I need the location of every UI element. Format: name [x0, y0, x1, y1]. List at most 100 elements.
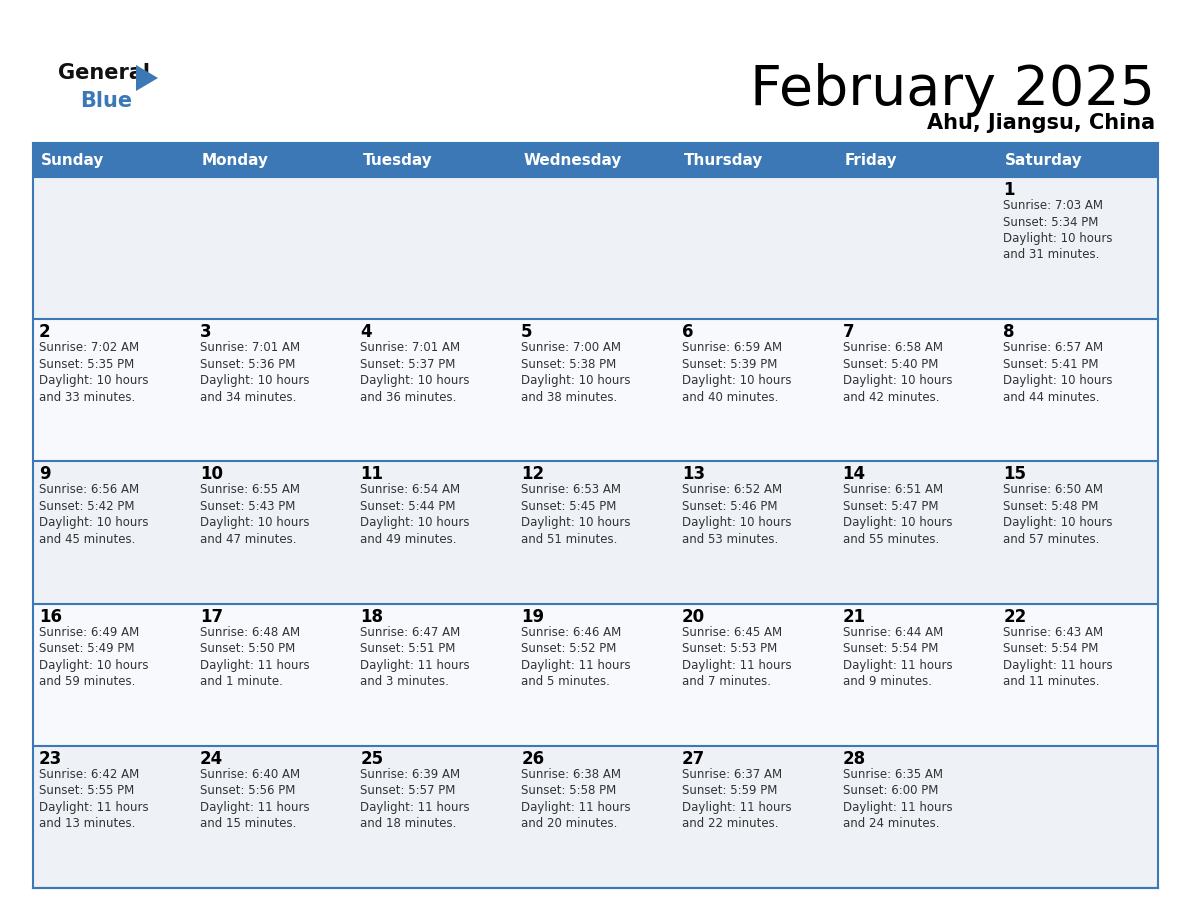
- Bar: [33, 319, 194, 462]
- Text: Sunrise: 6:47 AM
Sunset: 5:51 PM
Daylight: 11 hours
and 3 minutes.: Sunrise: 6:47 AM Sunset: 5:51 PM Dayligh…: [360, 625, 470, 688]
- Text: 24: 24: [200, 750, 223, 767]
- Bar: [516, 604, 676, 745]
- Text: Sunrise: 6:38 AM
Sunset: 5:58 PM
Daylight: 11 hours
and 20 minutes.: Sunrise: 6:38 AM Sunset: 5:58 PM Dayligh…: [522, 767, 631, 830]
- Text: 17: 17: [200, 608, 223, 625]
- Text: 1: 1: [1004, 181, 1015, 199]
- Bar: [997, 604, 1158, 745]
- Text: 14: 14: [842, 465, 866, 484]
- Text: 23: 23: [39, 750, 62, 767]
- Text: 8: 8: [1004, 323, 1015, 341]
- Text: Tuesday: Tuesday: [362, 152, 432, 167]
- Bar: [194, 745, 354, 888]
- Text: 5: 5: [522, 323, 532, 341]
- Text: 11: 11: [360, 465, 384, 484]
- Text: Sunrise: 6:50 AM
Sunset: 5:48 PM
Daylight: 10 hours
and 57 minutes.: Sunrise: 6:50 AM Sunset: 5:48 PM Dayligh…: [1004, 484, 1113, 546]
- Text: 21: 21: [842, 608, 866, 625]
- Bar: [836, 462, 997, 604]
- Bar: [354, 745, 516, 888]
- Text: Wednesday: Wednesday: [523, 152, 621, 167]
- Bar: [836, 319, 997, 462]
- Text: Sunrise: 6:58 AM
Sunset: 5:40 PM
Daylight: 10 hours
and 42 minutes.: Sunrise: 6:58 AM Sunset: 5:40 PM Dayligh…: [842, 341, 952, 404]
- Bar: [997, 319, 1158, 462]
- Bar: [354, 604, 516, 745]
- Text: 27: 27: [682, 750, 706, 767]
- Text: Sunrise: 6:35 AM
Sunset: 6:00 PM
Daylight: 11 hours
and 24 minutes.: Sunrise: 6:35 AM Sunset: 6:00 PM Dayligh…: [842, 767, 953, 830]
- Text: 6: 6: [682, 323, 694, 341]
- Text: 22: 22: [1004, 608, 1026, 625]
- Text: Sunrise: 6:42 AM
Sunset: 5:55 PM
Daylight: 11 hours
and 13 minutes.: Sunrise: 6:42 AM Sunset: 5:55 PM Dayligh…: [39, 767, 148, 830]
- Bar: [516, 745, 676, 888]
- Text: 20: 20: [682, 608, 704, 625]
- Bar: [354, 462, 516, 604]
- Text: General: General: [58, 63, 150, 83]
- Text: 16: 16: [39, 608, 62, 625]
- Text: 12: 12: [522, 465, 544, 484]
- Bar: [354, 177, 516, 319]
- Text: Sunrise: 6:57 AM
Sunset: 5:41 PM
Daylight: 10 hours
and 44 minutes.: Sunrise: 6:57 AM Sunset: 5:41 PM Dayligh…: [1004, 341, 1113, 404]
- Bar: [33, 462, 194, 604]
- Bar: [194, 604, 354, 745]
- Text: 2: 2: [39, 323, 51, 341]
- Bar: [836, 177, 997, 319]
- Text: Sunrise: 6:59 AM
Sunset: 5:39 PM
Daylight: 10 hours
and 40 minutes.: Sunrise: 6:59 AM Sunset: 5:39 PM Dayligh…: [682, 341, 791, 404]
- Text: 10: 10: [200, 465, 222, 484]
- Text: 9: 9: [39, 465, 51, 484]
- Text: Sunrise: 6:37 AM
Sunset: 5:59 PM
Daylight: 11 hours
and 22 minutes.: Sunrise: 6:37 AM Sunset: 5:59 PM Dayligh…: [682, 767, 791, 830]
- Text: 28: 28: [842, 750, 866, 767]
- Text: Saturday: Saturday: [1005, 152, 1083, 167]
- Text: Sunrise: 7:03 AM
Sunset: 5:34 PM
Daylight: 10 hours
and 31 minutes.: Sunrise: 7:03 AM Sunset: 5:34 PM Dayligh…: [1004, 199, 1113, 262]
- Text: 4: 4: [360, 323, 372, 341]
- Text: Sunrise: 6:53 AM
Sunset: 5:45 PM
Daylight: 10 hours
and 51 minutes.: Sunrise: 6:53 AM Sunset: 5:45 PM Dayligh…: [522, 484, 631, 546]
- Text: Sunrise: 6:54 AM
Sunset: 5:44 PM
Daylight: 10 hours
and 49 minutes.: Sunrise: 6:54 AM Sunset: 5:44 PM Dayligh…: [360, 484, 470, 546]
- Bar: [516, 462, 676, 604]
- Text: Sunday: Sunday: [42, 152, 105, 167]
- Text: Sunrise: 6:44 AM
Sunset: 5:54 PM
Daylight: 11 hours
and 9 minutes.: Sunrise: 6:44 AM Sunset: 5:54 PM Dayligh…: [842, 625, 953, 688]
- Bar: [836, 604, 997, 745]
- Bar: [997, 462, 1158, 604]
- Polygon shape: [135, 65, 158, 91]
- Bar: [194, 177, 354, 319]
- Bar: [33, 143, 1158, 177]
- Text: 13: 13: [682, 465, 704, 484]
- Text: 26: 26: [522, 750, 544, 767]
- Text: 7: 7: [842, 323, 854, 341]
- Bar: [676, 319, 836, 462]
- Text: Friday: Friday: [845, 152, 897, 167]
- Bar: [354, 319, 516, 462]
- Text: Sunrise: 6:48 AM
Sunset: 5:50 PM
Daylight: 11 hours
and 1 minute.: Sunrise: 6:48 AM Sunset: 5:50 PM Dayligh…: [200, 625, 309, 688]
- Bar: [997, 177, 1158, 319]
- Bar: [516, 319, 676, 462]
- Text: Sunrise: 6:40 AM
Sunset: 5:56 PM
Daylight: 11 hours
and 15 minutes.: Sunrise: 6:40 AM Sunset: 5:56 PM Dayligh…: [200, 767, 309, 830]
- Text: Sunrise: 6:55 AM
Sunset: 5:43 PM
Daylight: 10 hours
and 47 minutes.: Sunrise: 6:55 AM Sunset: 5:43 PM Dayligh…: [200, 484, 309, 546]
- Text: Sunrise: 6:45 AM
Sunset: 5:53 PM
Daylight: 11 hours
and 7 minutes.: Sunrise: 6:45 AM Sunset: 5:53 PM Dayligh…: [682, 625, 791, 688]
- Bar: [33, 745, 194, 888]
- Text: 3: 3: [200, 323, 211, 341]
- Text: Sunrise: 6:49 AM
Sunset: 5:49 PM
Daylight: 10 hours
and 59 minutes.: Sunrise: 6:49 AM Sunset: 5:49 PM Dayligh…: [39, 625, 148, 688]
- Bar: [33, 177, 194, 319]
- Text: Sunrise: 6:43 AM
Sunset: 5:54 PM
Daylight: 11 hours
and 11 minutes.: Sunrise: 6:43 AM Sunset: 5:54 PM Dayligh…: [1004, 625, 1113, 688]
- Bar: [33, 604, 194, 745]
- Text: Ahu, Jiangsu, China: Ahu, Jiangsu, China: [927, 113, 1155, 133]
- Text: Sunrise: 7:01 AM
Sunset: 5:37 PM
Daylight: 10 hours
and 36 minutes.: Sunrise: 7:01 AM Sunset: 5:37 PM Dayligh…: [360, 341, 470, 404]
- Bar: [997, 745, 1158, 888]
- Bar: [194, 462, 354, 604]
- Text: 18: 18: [360, 608, 384, 625]
- Bar: [676, 462, 836, 604]
- Bar: [676, 177, 836, 319]
- Text: Sunrise: 7:02 AM
Sunset: 5:35 PM
Daylight: 10 hours
and 33 minutes.: Sunrise: 7:02 AM Sunset: 5:35 PM Dayligh…: [39, 341, 148, 404]
- Text: Sunrise: 6:56 AM
Sunset: 5:42 PM
Daylight: 10 hours
and 45 minutes.: Sunrise: 6:56 AM Sunset: 5:42 PM Dayligh…: [39, 484, 148, 546]
- Text: Sunrise: 6:39 AM
Sunset: 5:57 PM
Daylight: 11 hours
and 18 minutes.: Sunrise: 6:39 AM Sunset: 5:57 PM Dayligh…: [360, 767, 470, 830]
- Text: Sunrise: 7:01 AM
Sunset: 5:36 PM
Daylight: 10 hours
and 34 minutes.: Sunrise: 7:01 AM Sunset: 5:36 PM Dayligh…: [200, 341, 309, 404]
- Bar: [194, 319, 354, 462]
- Text: Monday: Monday: [202, 152, 268, 167]
- Text: Sunrise: 6:46 AM
Sunset: 5:52 PM
Daylight: 11 hours
and 5 minutes.: Sunrise: 6:46 AM Sunset: 5:52 PM Dayligh…: [522, 625, 631, 688]
- Text: February 2025: February 2025: [750, 63, 1155, 117]
- Text: Sunrise: 7:00 AM
Sunset: 5:38 PM
Daylight: 10 hours
and 38 minutes.: Sunrise: 7:00 AM Sunset: 5:38 PM Dayligh…: [522, 341, 631, 404]
- Text: Thursday: Thursday: [684, 152, 763, 167]
- Text: 25: 25: [360, 750, 384, 767]
- Text: Blue: Blue: [80, 91, 132, 111]
- Text: Sunrise: 6:51 AM
Sunset: 5:47 PM
Daylight: 10 hours
and 55 minutes.: Sunrise: 6:51 AM Sunset: 5:47 PM Dayligh…: [842, 484, 952, 546]
- Bar: [516, 177, 676, 319]
- Bar: [676, 604, 836, 745]
- Text: Sunrise: 6:52 AM
Sunset: 5:46 PM
Daylight: 10 hours
and 53 minutes.: Sunrise: 6:52 AM Sunset: 5:46 PM Dayligh…: [682, 484, 791, 546]
